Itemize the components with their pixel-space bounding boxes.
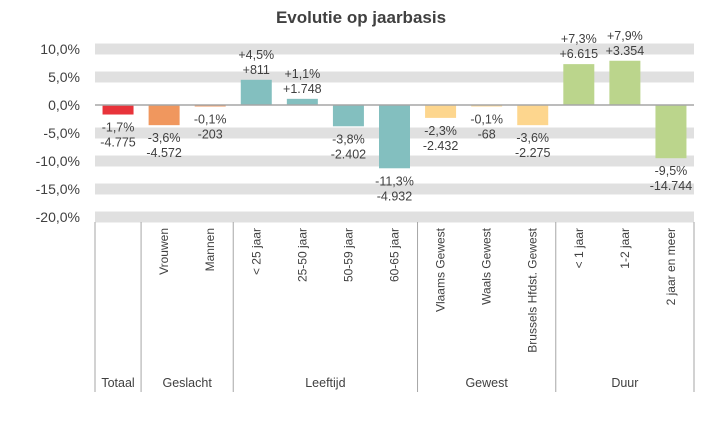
bar: [517, 105, 549, 126]
data-label-pct: -0,1%: [470, 113, 503, 127]
y-tick-label: -10,0%: [36, 153, 80, 169]
x-tick-label: < 25 jaar: [249, 228, 263, 275]
data-label-abs: -203: [198, 128, 223, 142]
data-label-abs: -68: [478, 128, 496, 142]
bar: [286, 98, 318, 105]
data-label-abs: +3.354: [606, 44, 645, 58]
bar: [148, 105, 180, 126]
x-tick-label: 25-50 jaar: [295, 228, 309, 282]
data-label-abs: -14.744: [650, 179, 692, 193]
bar: [425, 105, 457, 118]
y-tick-label: 0,0%: [48, 97, 80, 113]
group-label: Gewest: [465, 376, 508, 390]
y-tick-label: -15,0%: [36, 181, 80, 197]
y-tick-label: 5,0%: [48, 69, 80, 85]
data-label-abs: +6.615: [560, 47, 599, 61]
x-tick-label: 1-2 jaar: [618, 228, 632, 269]
data-label-pct: -0,1%: [194, 113, 227, 127]
group-label: Duur: [611, 376, 638, 390]
x-tick-label: 60-65 jaar: [388, 228, 402, 282]
data-label-pct: -3,6%: [148, 131, 181, 145]
data-label-abs: -2.275: [515, 146, 550, 160]
data-label-abs: -2.402: [331, 147, 366, 161]
data-label-pct: -9,5%: [655, 164, 688, 178]
data-label-pct: +7,9%: [607, 29, 643, 43]
data-label-pct: -3,8%: [332, 132, 365, 146]
data-label-abs: +1.748: [283, 82, 322, 96]
x-tick-label: Vrouwen: [157, 228, 171, 275]
data-label-pct: +4,5%: [238, 48, 274, 62]
x-tick-label: 2 jaar en meer: [664, 228, 678, 305]
bar: [332, 105, 364, 127]
data-label-abs: +811: [243, 63, 270, 77]
data-label-abs: -4.932: [377, 189, 412, 203]
y-tick-label: 10,0%: [40, 41, 80, 57]
gridline-band: [95, 71, 694, 83]
x-tick-label: Waals Gewest: [480, 227, 494, 305]
group-label: Geslacht: [162, 376, 212, 390]
gridline-band: [95, 211, 694, 223]
data-label-pct: -3,6%: [516, 131, 549, 145]
data-label-abs: -4.775: [100, 136, 135, 150]
bar: [655, 105, 687, 159]
x-tick-label: Vlaams Gewest: [434, 227, 448, 312]
data-label-pct: +1,1%: [284, 67, 320, 81]
y-tick-label: -5,0%: [43, 125, 80, 141]
group-label: Leeftijd: [305, 376, 345, 390]
x-tick-label: Brussels Hfdst. Gewest: [526, 227, 540, 352]
bar: [563, 64, 595, 105]
data-label-abs: -4.572: [146, 146, 181, 160]
gridline-band: [95, 183, 694, 195]
gridline-band: [95, 43, 694, 55]
group-label: Totaal: [101, 376, 134, 390]
x-tick-label: Mannen: [203, 228, 217, 271]
data-label-pct: -1,7%: [102, 121, 135, 135]
chart-title: Evolutie op jaarbasis: [275, 8, 447, 27]
bar: [240, 79, 272, 105]
bar: [102, 105, 134, 115]
x-tick-label: 50-59 jaar: [341, 228, 355, 282]
data-label-abs: -2.432: [423, 139, 458, 153]
data-label-pct: -2,3%: [424, 124, 457, 138]
data-label-pct: -11,3%: [375, 174, 414, 188]
y-tick-label: -20,0%: [36, 209, 80, 225]
bar: [609, 60, 641, 105]
bar: [379, 105, 410, 169]
x-tick-label: < 1 jaar: [572, 228, 586, 268]
data-label-pct: +7,3%: [561, 32, 597, 46]
